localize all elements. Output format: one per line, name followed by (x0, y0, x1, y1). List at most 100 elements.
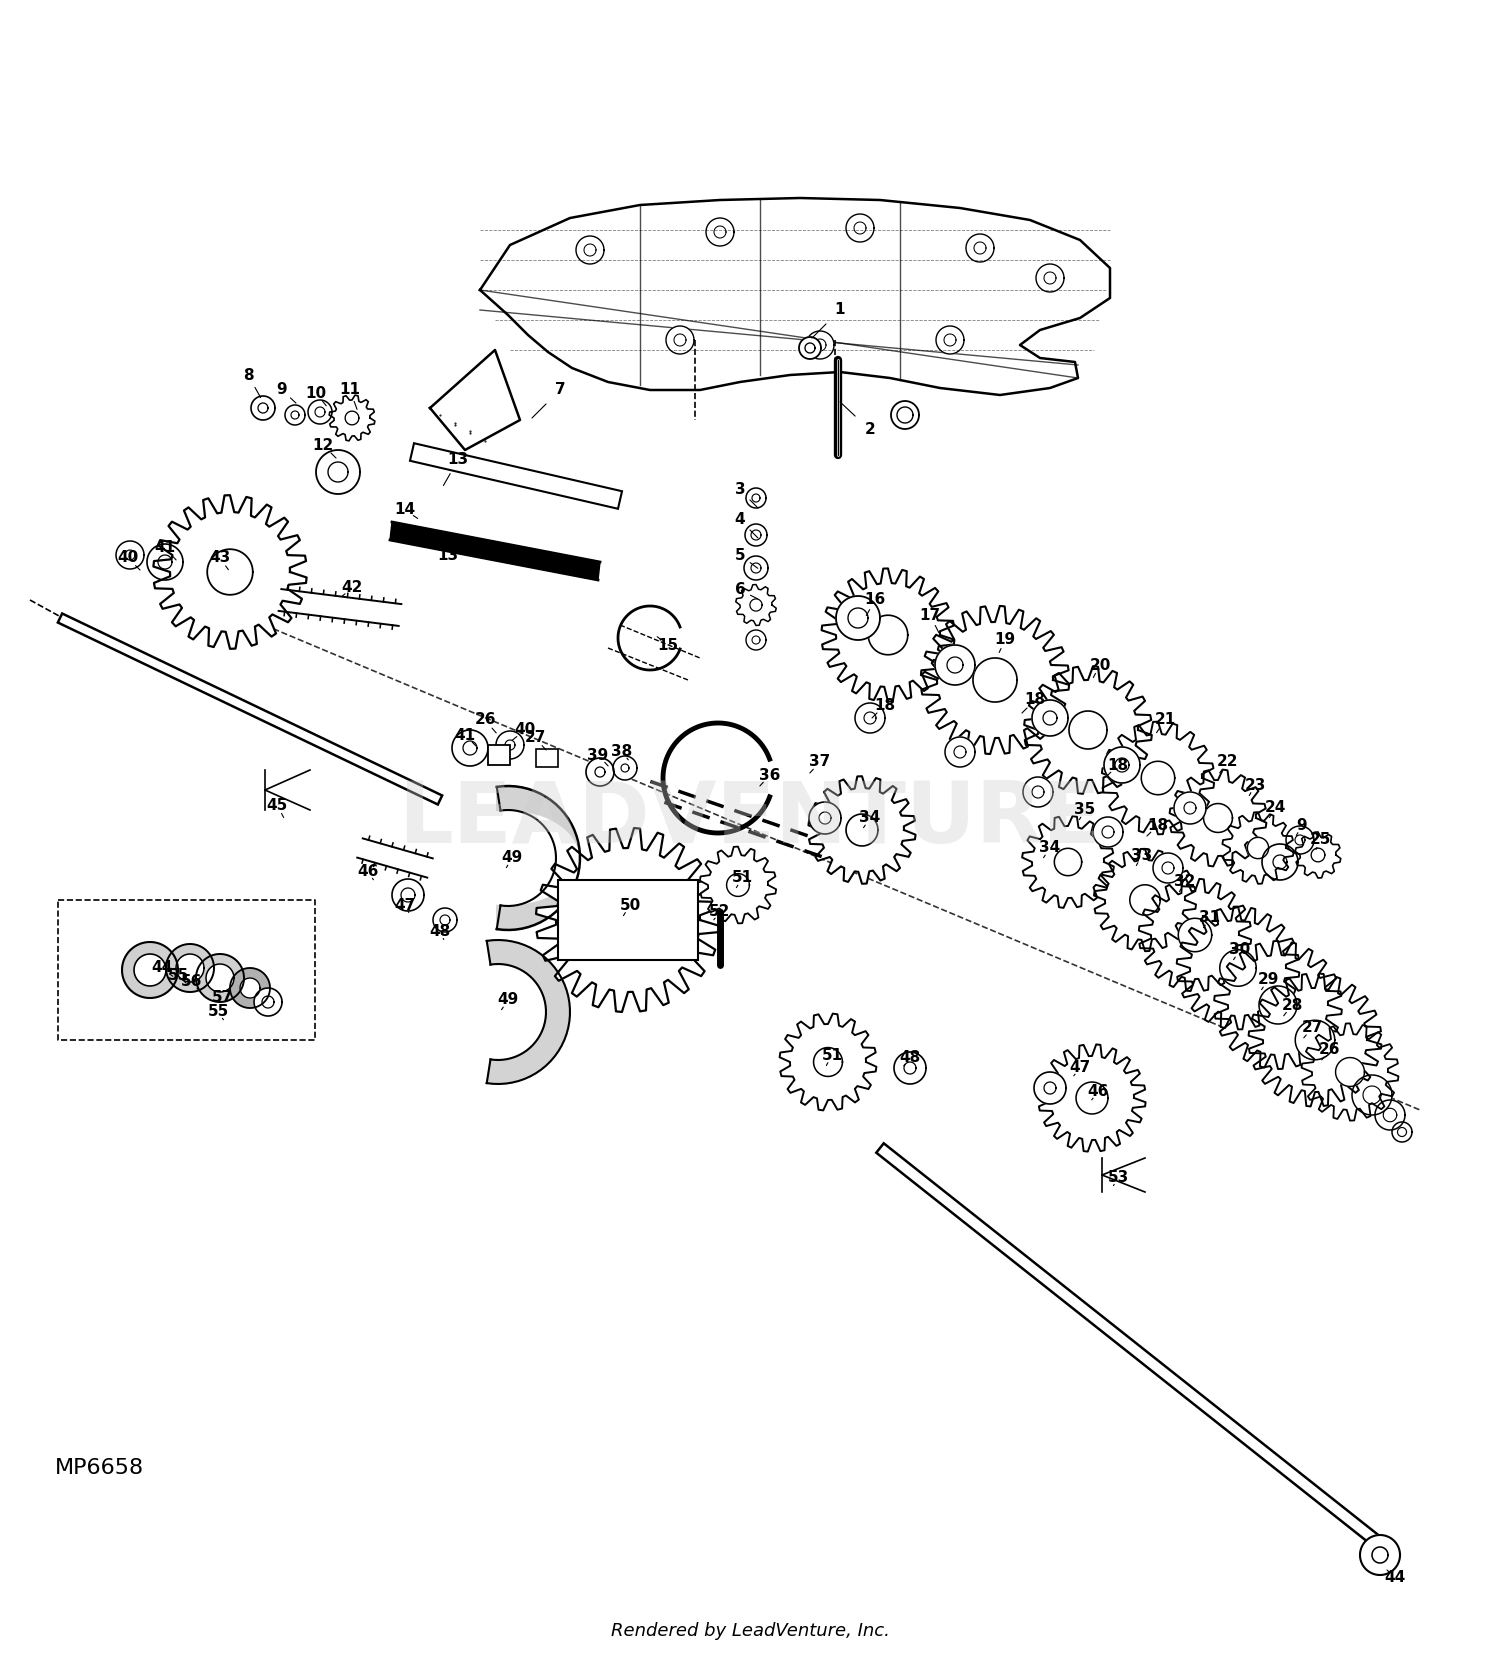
Polygon shape (974, 659, 1017, 702)
Polygon shape (894, 1053, 926, 1084)
Polygon shape (744, 556, 768, 580)
Polygon shape (1176, 907, 1299, 1029)
Text: 14: 14 (394, 503, 416, 518)
Polygon shape (586, 758, 613, 786)
Text: 8: 8 (243, 367, 254, 382)
Text: 34: 34 (1040, 840, 1060, 855)
Polygon shape (240, 979, 260, 997)
Polygon shape (308, 401, 332, 424)
Polygon shape (480, 198, 1110, 396)
Polygon shape (1130, 885, 1160, 915)
Text: 13: 13 (447, 453, 468, 468)
Polygon shape (58, 613, 442, 804)
Polygon shape (1138, 878, 1251, 991)
Polygon shape (945, 737, 975, 768)
Text: 18: 18 (1107, 758, 1128, 773)
Polygon shape (813, 1048, 843, 1076)
Polygon shape (868, 615, 907, 655)
Text: 49: 49 (501, 850, 522, 865)
Polygon shape (1142, 761, 1174, 794)
Text: 30: 30 (1230, 942, 1251, 957)
Text: 49: 49 (498, 992, 519, 1007)
Text: 15: 15 (657, 637, 678, 652)
Polygon shape (316, 449, 360, 494)
Polygon shape (1296, 1021, 1335, 1059)
Polygon shape (1248, 838, 1269, 858)
Text: 11: 11 (339, 382, 360, 397)
Polygon shape (1392, 1121, 1411, 1141)
Polygon shape (536, 749, 558, 768)
Text: 22: 22 (1218, 754, 1239, 769)
Text: 23: 23 (1245, 778, 1266, 793)
Polygon shape (846, 215, 874, 241)
Text: 19: 19 (994, 632, 1016, 647)
Text: 31: 31 (1200, 910, 1221, 925)
Polygon shape (1258, 985, 1298, 1024)
Text: 26: 26 (474, 712, 495, 727)
Polygon shape (1222, 813, 1293, 883)
Text: 47: 47 (1070, 1061, 1090, 1076)
Polygon shape (1302, 1024, 1398, 1121)
Polygon shape (1024, 665, 1152, 794)
Polygon shape (452, 731, 488, 766)
Polygon shape (736, 585, 776, 625)
Text: 18: 18 (1024, 692, 1045, 707)
Polygon shape (122, 942, 178, 997)
Text: 24: 24 (1264, 801, 1286, 816)
Text: 51: 51 (732, 870, 753, 885)
Text: 13: 13 (438, 548, 459, 563)
Text: 18: 18 (1148, 818, 1168, 833)
Polygon shape (1023, 778, 1053, 808)
Polygon shape (496, 786, 580, 930)
Text: 17: 17 (920, 607, 940, 622)
Polygon shape (166, 944, 214, 992)
Polygon shape (1038, 1044, 1146, 1151)
Text: 6: 6 (735, 583, 746, 598)
Polygon shape (936, 327, 964, 354)
Text: 3: 3 (735, 483, 746, 498)
Polygon shape (285, 406, 304, 426)
Polygon shape (726, 873, 750, 897)
Polygon shape (206, 964, 234, 992)
Polygon shape (822, 568, 954, 702)
Polygon shape (1094, 848, 1196, 952)
Polygon shape (1102, 722, 1214, 835)
Polygon shape (808, 803, 842, 835)
Polygon shape (1070, 711, 1107, 749)
Text: 55: 55 (207, 1004, 228, 1019)
Polygon shape (576, 236, 604, 265)
Text: 29: 29 (1257, 972, 1278, 987)
Polygon shape (600, 893, 656, 947)
Polygon shape (806, 330, 834, 359)
Polygon shape (1286, 826, 1314, 855)
Text: 16: 16 (864, 593, 885, 607)
Polygon shape (488, 746, 510, 764)
Polygon shape (328, 396, 375, 441)
Text: 41: 41 (454, 727, 476, 742)
Text: 9: 9 (1296, 818, 1308, 833)
Text: 26: 26 (1320, 1042, 1341, 1058)
Text: 7: 7 (555, 382, 566, 397)
Polygon shape (1154, 853, 1184, 883)
Text: 36: 36 (759, 768, 780, 783)
Text: 27: 27 (1302, 1021, 1323, 1036)
Polygon shape (1360, 1535, 1400, 1575)
Text: 48: 48 (429, 925, 450, 940)
Polygon shape (1311, 848, 1324, 861)
Polygon shape (1203, 803, 1233, 833)
Polygon shape (176, 954, 204, 982)
Polygon shape (1214, 940, 1342, 1069)
Text: 35: 35 (1074, 803, 1095, 818)
Text: 56: 56 (182, 974, 203, 989)
Polygon shape (700, 846, 776, 923)
Polygon shape (934, 645, 975, 685)
Polygon shape (750, 598, 762, 612)
Text: 43: 43 (210, 550, 231, 565)
Polygon shape (780, 1014, 876, 1111)
Text: 12: 12 (312, 437, 333, 453)
Text: 38: 38 (612, 744, 633, 759)
Polygon shape (1170, 769, 1266, 866)
Polygon shape (1335, 1058, 1365, 1086)
Polygon shape (1094, 816, 1124, 846)
Text: 37: 37 (810, 754, 831, 769)
